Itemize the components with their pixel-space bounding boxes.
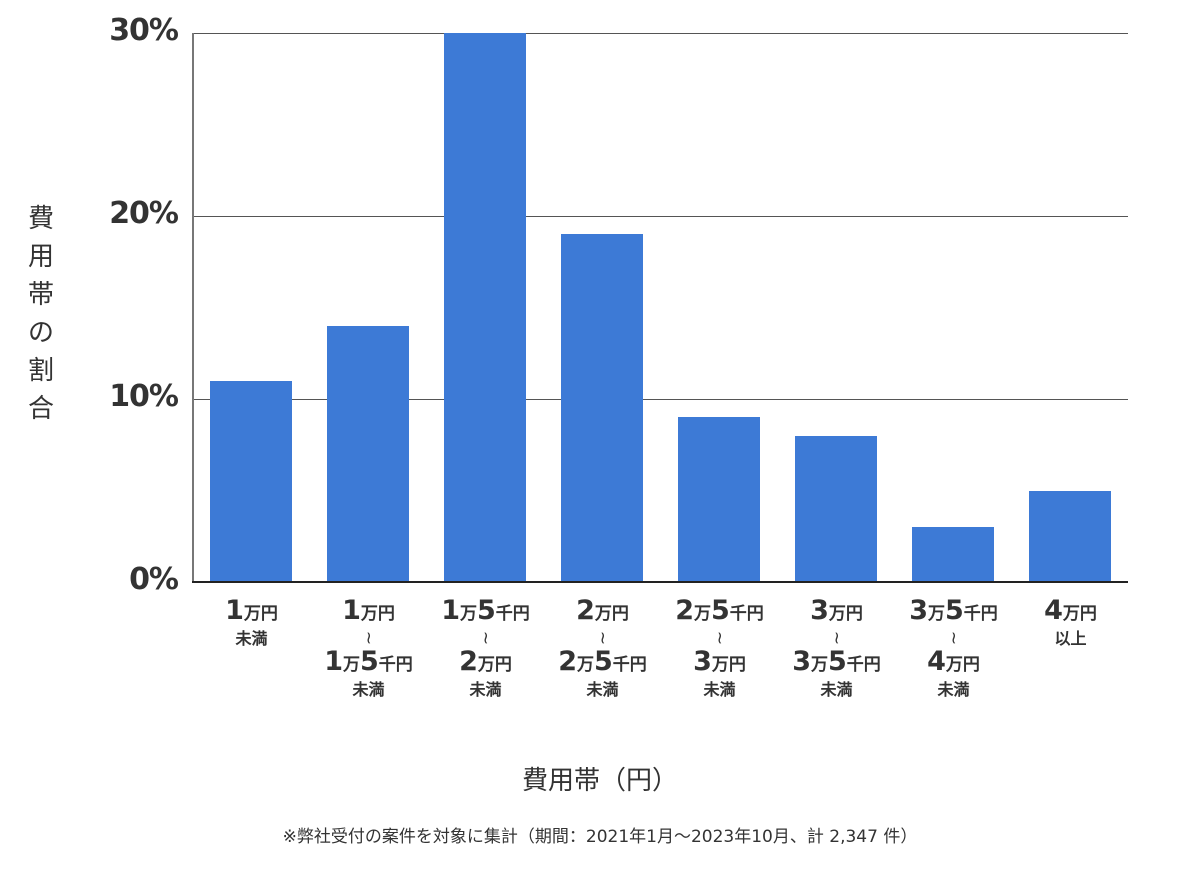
y-axis-label-char: 費 — [27, 204, 54, 234]
y-axis-label-char: の — [27, 318, 54, 348]
bar — [327, 325, 409, 582]
y-tick-label: 10% — [109, 379, 179, 414]
bar — [678, 417, 760, 582]
y-axis-label-char: 割 — [27, 356, 54, 386]
bar — [1029, 490, 1111, 582]
y-axis-line — [192, 33, 194, 583]
x-category-label: 1万円 ~1万5千円 未満 — [324, 595, 413, 700]
y-tick-label: 20% — [109, 196, 179, 231]
x-category-label: 3万円 ~3万5千円 未満 — [792, 595, 881, 700]
bar — [444, 33, 526, 582]
gridline — [193, 33, 1128, 34]
x-category-label: 2万5千円 ~3万円 未満 — [675, 595, 764, 700]
y-axis-label-char: 用 — [27, 242, 54, 272]
y-tick-label: 30% — [109, 13, 179, 48]
bar — [561, 234, 643, 582]
gridline — [193, 399, 1128, 400]
bar — [795, 435, 877, 582]
x-category-label: 4万円 以上 — [1044, 595, 1097, 649]
x-category-label: 2万円 ~2万5千円 未満 — [558, 595, 647, 700]
bar — [210, 380, 292, 582]
x-category-label: 1万5千円 ~2万円 未満 — [441, 595, 530, 700]
x-category-label: 1万円 未満 — [225, 595, 278, 649]
y-axis-label: 費用帯の割合 — [24, 200, 58, 428]
footnote: ※弊社受付の案件を対象に集計（期間：2021年1月〜2023年10月、計 2,3… — [282, 827, 918, 847]
x-category-label: 3万5千円 ~4万円 未満 — [909, 595, 998, 700]
y-axis-label-char: 合 — [27, 394, 54, 424]
x-axis-label: 費用帯（円） — [521, 766, 678, 796]
x-axis-line — [192, 581, 1128, 583]
bar — [912, 527, 994, 582]
y-axis-label-char: 帯 — [27, 280, 54, 310]
gridline — [193, 216, 1128, 217]
y-tick-label: 0% — [129, 562, 179, 597]
